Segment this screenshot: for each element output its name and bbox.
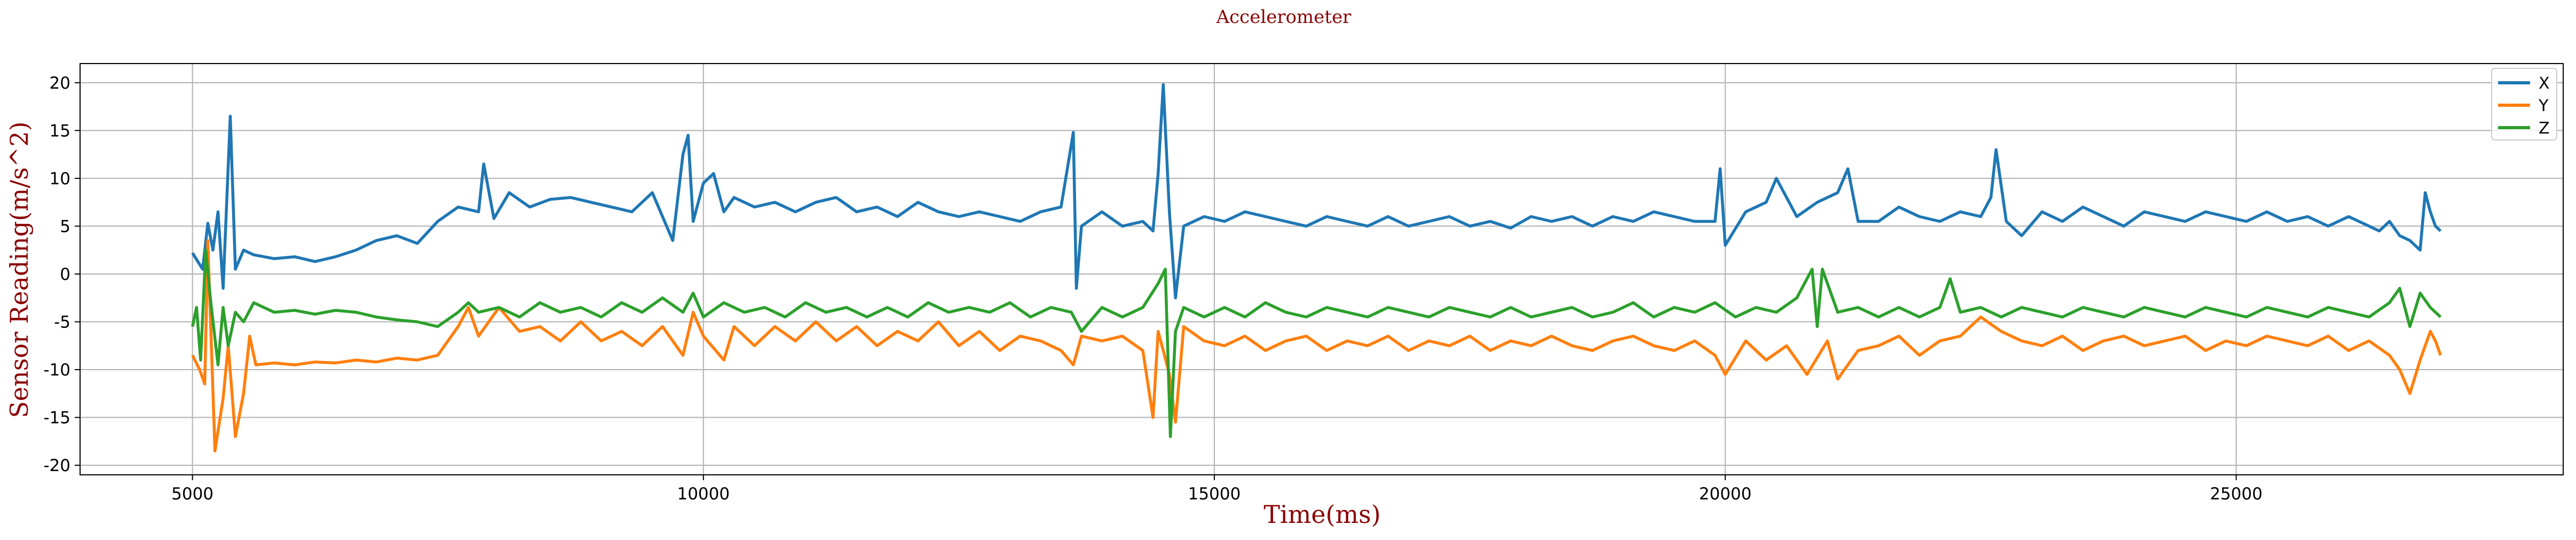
y-axis-label: Sensor Reading(m/s^2) — [5, 121, 34, 418]
x-axis-label: Time(ms) — [1263, 500, 1380, 529]
x-tick-label: 25000 — [2210, 484, 2263, 504]
x-tick-label: 15000 — [1188, 484, 1241, 504]
y-tick-label: -10 — [43, 361, 70, 380]
legend: XYZ — [2491, 68, 2557, 140]
x-tick-label: 20000 — [1699, 484, 1752, 504]
series-line-z — [191, 248, 2442, 439]
plot-frame — [80, 63, 2564, 475]
legend-label-z: Z — [2539, 119, 2550, 138]
x-tick-label: 5000 — [171, 484, 214, 504]
x-axis: 5000 10000 15000 20000 25000 — [171, 475, 2263, 504]
series-layer — [191, 83, 2442, 452]
y-tick-label: 15 — [50, 121, 70, 140]
legend-label-y: Y — [2538, 97, 2549, 115]
series-line-x — [191, 83, 2442, 300]
y-tick-label: 10 — [50, 169, 70, 189]
legend-label-x: X — [2539, 74, 2550, 93]
y-tick-label: 20 — [50, 74, 70, 93]
y-tick-label: -5 — [54, 312, 70, 332]
y-tick-label: 5 — [60, 217, 70, 236]
y-tick-label: -15 — [43, 409, 70, 428]
x-tick-label: 10000 — [677, 484, 730, 504]
y-tick-label: 0 — [60, 265, 70, 284]
chart-title: Accelerometer — [1216, 6, 1352, 28]
y-axis: -20 -15 -10 -5 0 5 10 15 20 — [43, 74, 80, 475]
grid — [80, 64, 2563, 475]
series-line-y — [191, 239, 2442, 452]
y-tick-label: -20 — [43, 456, 70, 475]
